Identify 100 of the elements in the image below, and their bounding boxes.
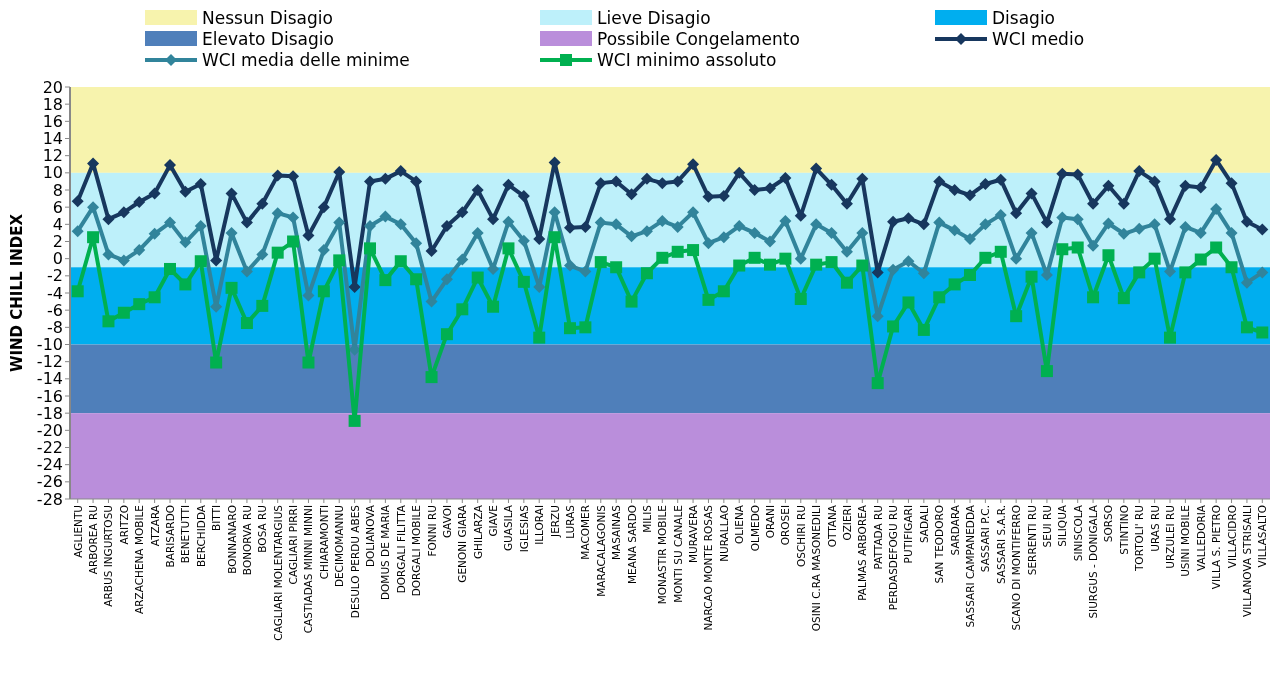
x-tick-label: OROSEI [779,505,792,546]
x-tick-label: OLMEDO [748,505,761,552]
x-tick-label: PALMAS ARBOREA [856,504,869,601]
y-tick-label: -16 [36,386,63,406]
x-tick-label: SADALI [917,505,930,544]
y-tick-label: 20 [42,77,63,97]
y-tick-label: 6 [52,197,63,217]
legend-label: Possibile Congelamento [597,28,800,49]
legend-label: Disagio [992,7,1056,28]
y-tick-label: -4 [47,283,63,303]
y-tick-label: 2 [52,232,63,252]
x-tick-label: BITTI [210,505,223,532]
x-tick-label: PATTADA RU [871,505,884,570]
x-tick-label: BENETUTTI [179,505,192,564]
y-axis-title: WIND CHILL INDEX [8,213,26,373]
legend-label: Elevato Disagio [202,28,334,49]
x-tick-label: SORSO [1102,505,1115,543]
y-tick-label: 4 [52,214,63,234]
x-tick-label: JERZU [548,505,561,538]
x-tick-label: AGLIENTU [71,505,84,558]
x-tick-label: DESULO PERDU ABES [348,504,361,619]
legend-label: Lieve Disagio [597,7,711,28]
x-tick-label: ARZACHENA MOBILE [133,505,146,615]
y-tick-label: -8 [47,317,63,337]
y-tick-label: 16 [42,111,63,131]
y-tick-label: 8 [52,180,63,200]
x-tick-label: BERCHIDDA [194,504,207,568]
x-tick-label: NARCAO MONTE ROSAS [702,504,715,631]
x-tick-label: SILIQUA [1056,504,1069,547]
x-tick-label: BOSA RU [256,505,269,553]
x-tick-label: BONNANARO [225,505,238,574]
x-tick-label: ARITZO [117,505,130,545]
x-tick-label: DORGALI FILITTA [394,504,407,594]
x-tick-label: ARBUS INGURTOSU [102,505,115,607]
x-tick-label: OSCHIRI RU [794,505,807,567]
x-tick-label: SARDARA [948,504,961,556]
x-tick-label: GENONI GIARA [456,504,469,583]
x-tick-label: PUTIFIGARI [902,505,915,564]
x-tick-label: OTTANA [825,504,838,548]
y-tick-label: 10 [42,163,63,183]
x-tick-label: ATZARA [148,504,161,547]
y-tick-label: 14 [42,129,63,149]
x-tick-label: SERRENTI RU [1025,505,1038,576]
y-tick-label: -24 [36,455,63,475]
y-tick-label: -22 [36,438,63,458]
x-tick-label: URZULEI RU [1164,505,1176,569]
x-tick-label: CHIARAMONTI [317,505,330,580]
x-tick-label: GHILARZA [471,504,484,560]
x-tick-label: USINI MOBILE [1179,505,1192,577]
legend-label: WCI medio [992,28,1085,49]
y-tick-label: -20 [36,420,63,440]
y-tick-label: 12 [42,146,63,166]
x-tick-label: VILLASALTO [1256,505,1269,568]
x-tick-label: MEANA SARDO [625,505,638,584]
x-tick-label: TORTOLI' RU [1133,505,1146,573]
x-tick-label: VILLACIDRO [1225,505,1238,569]
x-tick-label: OSINI C.RA MASONEDILI [810,505,823,632]
x-tick-label: OLIENA [733,504,746,544]
x-tick-label: MILIS [640,504,653,533]
y-tick-label: -18 [36,403,63,423]
y-tick-label: 0 [52,249,63,269]
y-tick-label: -12 [36,352,63,372]
x-tick-label: GIAVE [487,505,500,537]
x-tick-label: MARACALAGONIS [594,504,607,597]
x-tick-label: ARBOREA RU [87,505,100,575]
x-tick-label: SASSARI S.A.R. [994,505,1007,585]
x-tick-label: DECIMOMANNU [333,505,346,588]
x-tick-label: VILLANOVA STRISAILI [1240,505,1253,617]
x-tick-label: PERDASDEFOGU RU [887,505,900,611]
x-tick-label: MONTI SU CANALE [671,505,684,603]
y-tick-label: 18 [42,94,63,114]
x-tick-label: MACOMER [579,505,592,560]
x-tick-label: DORGALI MOBILE [410,505,423,597]
legend-label: Nessun Disagio [202,7,333,28]
x-tick-label: LURAS [564,504,576,539]
x-tick-label: SEUI RU [1040,505,1053,548]
x-tick-label: SASSARI P.C. [979,505,992,573]
x-tick-label: SCANO DI MONTIFERRO [1010,505,1023,631]
x-tick-label: MURAVERA [687,504,700,563]
x-tick-label: CASTIADAS MINNI MINNI [302,505,315,634]
x-tick-label: SIURGUS - DONIGALA [1087,504,1100,619]
y-tick-label: -26 [36,472,63,492]
x-tick-label: NURALLAO [717,505,730,562]
x-tick-label: VALLEDORIA [1194,504,1207,571]
x-tick-label: CAGLIARI MOLENTARGIUS [271,504,284,641]
x-tick-label: ILLORAI [533,505,546,545]
y-tick-label: -14 [36,369,63,389]
legend-label: WCI media delle minime [202,49,410,70]
x-tick-label: DOLIANOVA [364,504,376,568]
x-tick-label: URAS RU [1148,505,1161,552]
y-tick-label: -10 [36,335,63,355]
x-tick-label: MONASTIR MOBILE [656,505,669,605]
y-tick-label: -28 [36,489,63,509]
x-tick-label: FONNI RU [425,505,438,557]
x-tick-label: ORANI [764,505,776,539]
x-tick-label: CAGLIARI PIRRI [287,505,300,585]
x-tick-label: MASAINAS [610,504,623,561]
x-tick-label: SASSARI CAMPANEDDA [964,504,976,628]
x-tick-label: BARISARDO [164,505,176,568]
x-tick-label: GAVOI [440,505,453,539]
